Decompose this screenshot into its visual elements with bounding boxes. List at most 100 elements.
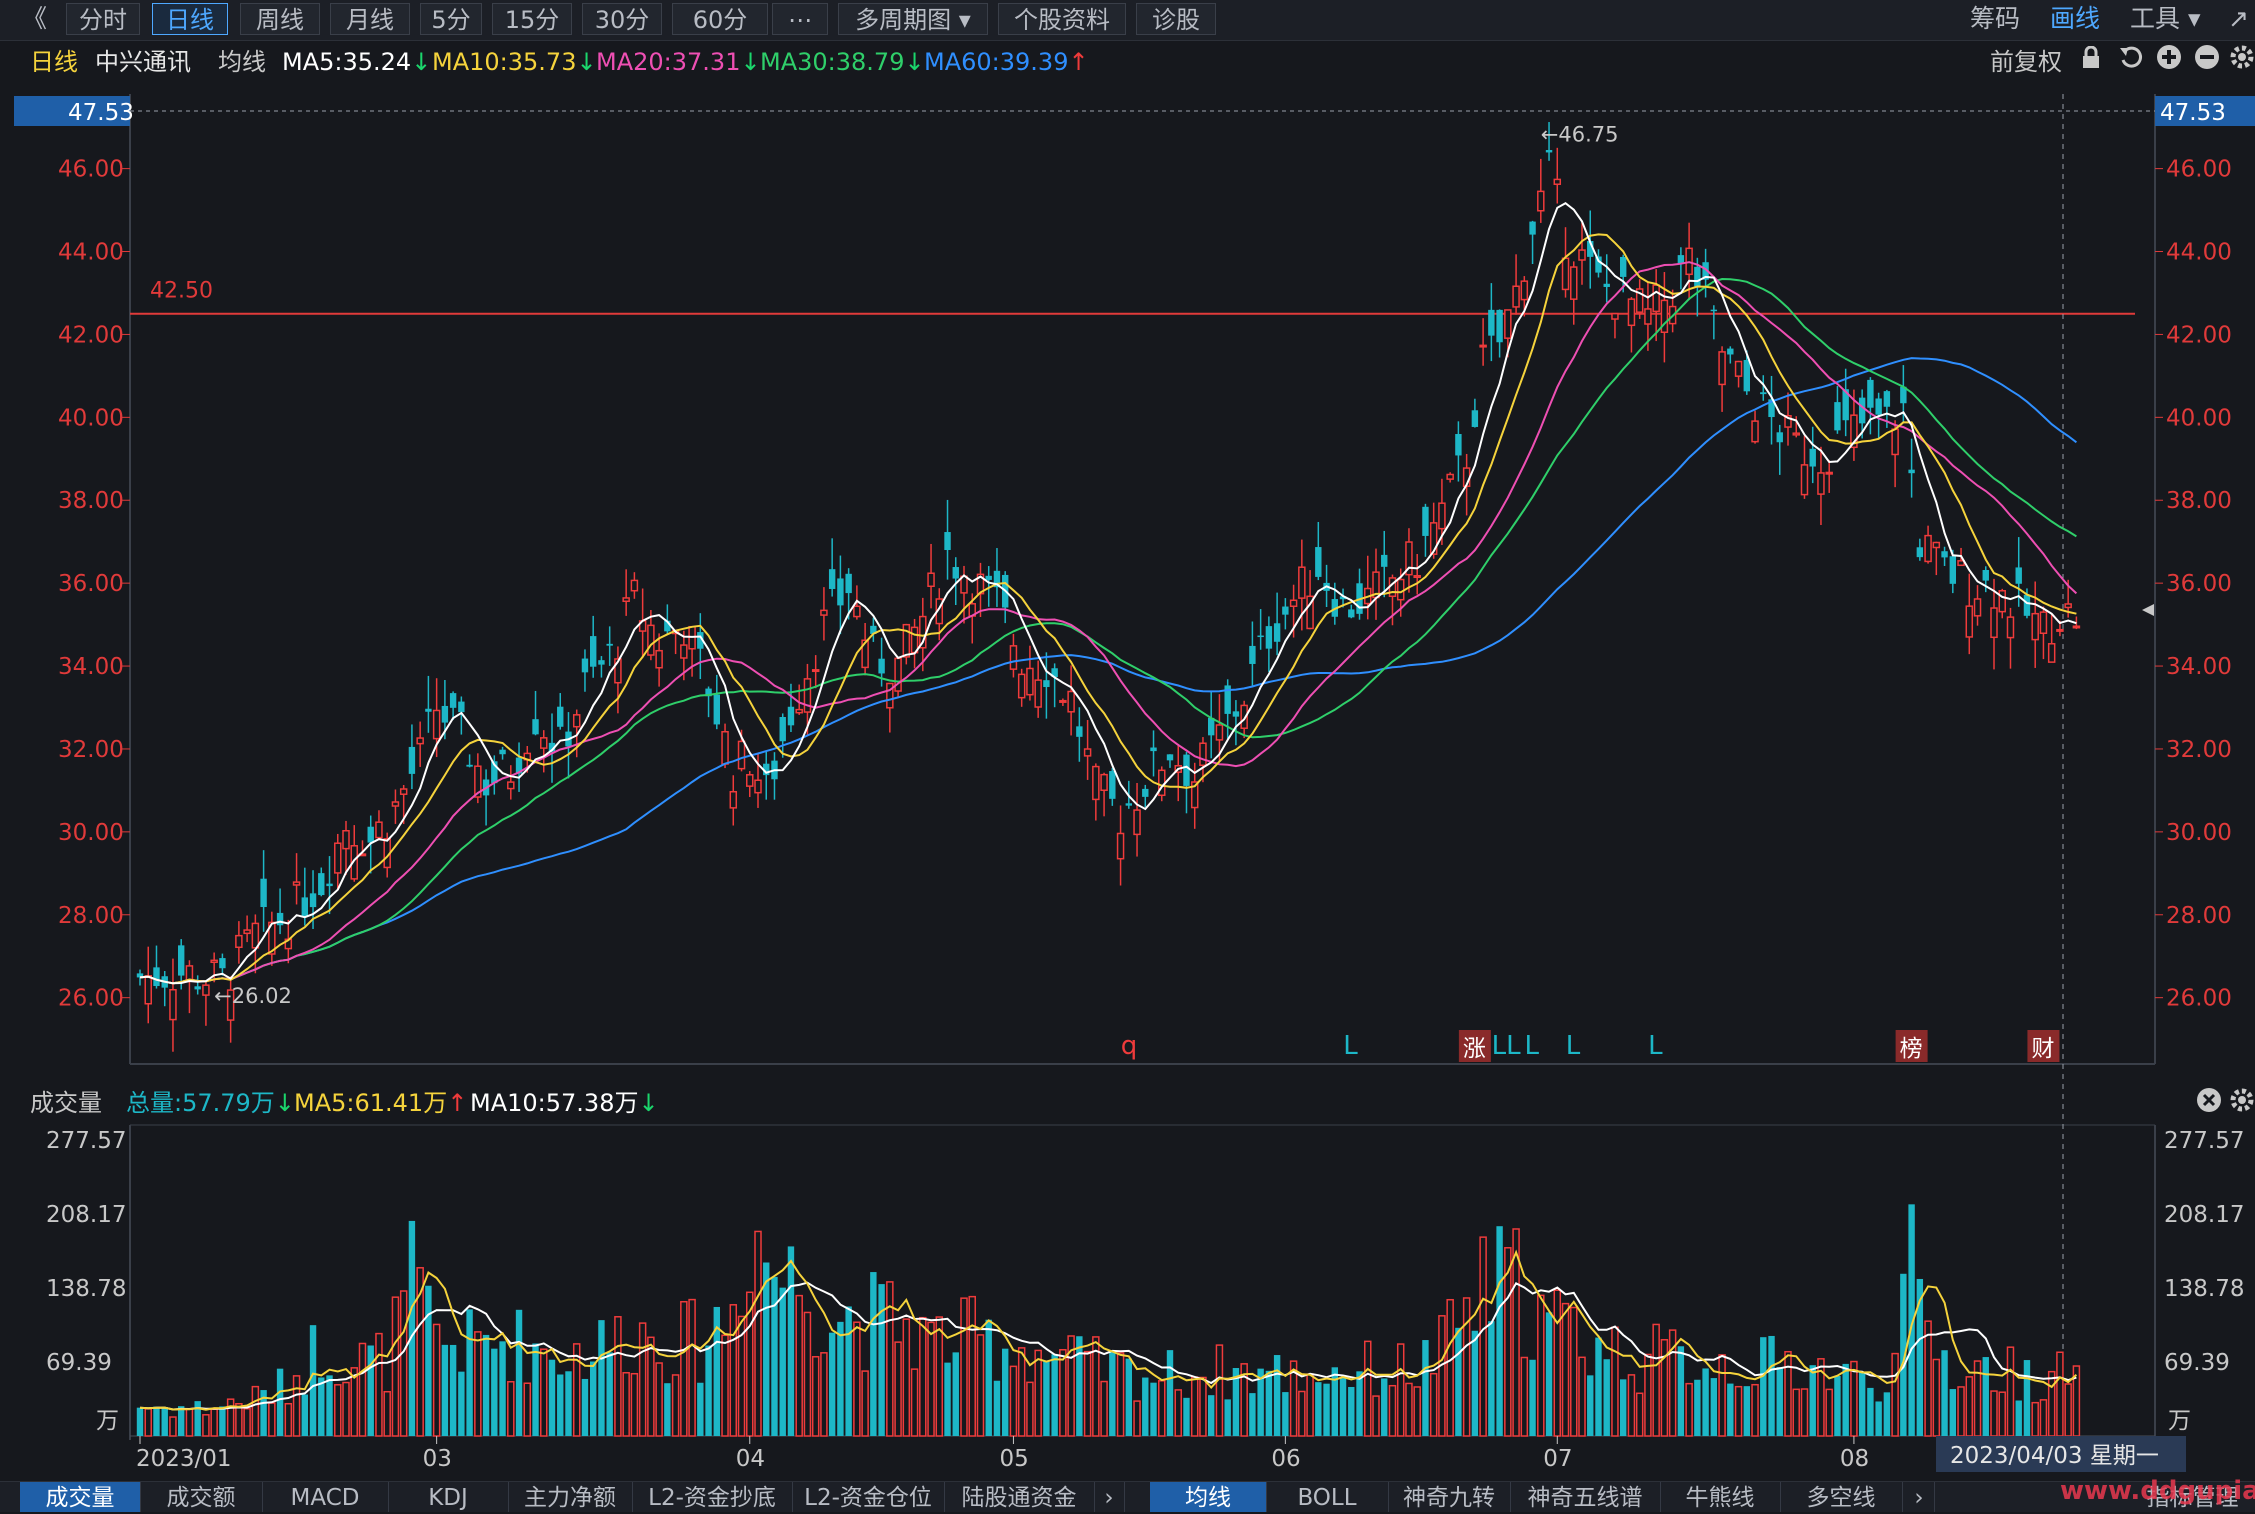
adjust-mode-button[interactable]: 前复权 (1990, 48, 2062, 76)
indicator-manage-button[interactable]: 指标管理 (2146, 1485, 2239, 1511)
volume-bar-135 (1249, 1393, 1256, 1436)
candle-body-54 (581, 658, 589, 673)
candle-body-119 (1116, 832, 1125, 860)
volume-bar-168 (1520, 1356, 1529, 1437)
candle-body-156 (1422, 506, 1429, 536)
tabs2-scroll-right-icon[interactable]: › (1904, 1482, 1935, 1512)
tab-macd[interactable]: MACD (262, 1482, 389, 1512)
popout-icon[interactable]: ↗ (2228, 4, 2249, 33)
tab-turnover[interactable]: 成交额 (140, 1482, 263, 1512)
chip-button[interactable]: 筹码 (1970, 4, 2021, 33)
draw-line-button[interactable]: 画线 (2050, 4, 2101, 33)
candle-body-79 (787, 706, 795, 726)
volume-bar-171 (1545, 1312, 1553, 1436)
candle-body-169 (1529, 221, 1536, 235)
price-label-right-3: 40.00 (2166, 405, 2232, 431)
volume-bar-221 (1957, 1386, 1965, 1437)
tab-main-net[interactable]: 主力净额 (508, 1482, 633, 1512)
price-label-left-8: 30.00 (58, 820, 124, 846)
back-button[interactable]: 《 (22, 4, 48, 33)
tab-60min[interactable]: 60分 (672, 3, 768, 35)
zoom-out-icon[interactable] (2194, 42, 2220, 82)
volume-bar-211 (1875, 1401, 1882, 1436)
candle-body-39 (458, 701, 465, 713)
volume-bar-144 (1323, 1383, 1330, 1436)
tab-l2-position[interactable]: L2-资金仓位 (792, 1482, 945, 1512)
lock-icon[interactable] (2080, 42, 2102, 82)
volume-bar-111 (1051, 1354, 1058, 1436)
volume-bar-137 (1265, 1370, 1273, 1436)
volume-bar-231 (2039, 1399, 2048, 1437)
tab-long-short[interactable]: 多空线 (1780, 1482, 1903, 1512)
tab-l2-bottom[interactable]: L2-资金抄底 (632, 1482, 793, 1512)
tab-ma[interactable]: 均线 (1150, 1482, 1267, 1512)
volume-bar-11 (226, 1398, 235, 1437)
candle-body-90 (878, 658, 885, 674)
top-price-tag-left (14, 96, 130, 126)
marker-box-7 (1895, 1030, 1928, 1062)
volume-bar-201 (1792, 1388, 1800, 1437)
volume-bar-175 (1578, 1356, 1586, 1437)
volume-bar-13 (243, 1407, 251, 1437)
candle-body-146 (1339, 596, 1347, 600)
candle-body-214 (1900, 386, 1907, 404)
candle-body-53 (572, 714, 581, 728)
candle-body-82 (811, 669, 820, 673)
more-periods-button[interactable]: ⋯ (772, 3, 828, 35)
stock-name: 中兴通讯 (95, 48, 191, 76)
settings-gear-icon[interactable] (2230, 42, 2254, 82)
tools-dropdown[interactable]: 工具 ▾ (2130, 4, 2201, 33)
tabs-scroll-right-icon[interactable]: › (1094, 1482, 1125, 1512)
tab-monthly[interactable]: 月线 (330, 3, 410, 35)
volume-bar-199 (1776, 1367, 1783, 1436)
candle-body-190 (1702, 262, 1709, 280)
volume-bar-189 (1694, 1379, 1701, 1436)
volume-settings-gear-icon[interactable] (2230, 1087, 2254, 1123)
multi-period-dropdown[interactable]: 多周期图 ▾ (838, 3, 988, 35)
top-price-tag-right (2155, 96, 2255, 126)
volume-bar-151 (1381, 1378, 1388, 1436)
volume-bar-213 (1891, 1352, 1899, 1437)
zoom-in-icon[interactable] (2156, 42, 2182, 82)
volume-bar-42 (482, 1334, 490, 1436)
tab-daily[interactable]: 日线 (152, 3, 228, 35)
tab-weekly[interactable]: 周线 (240, 3, 320, 35)
tab-30min[interactable]: 30分 (582, 3, 662, 35)
watermark: www.ddgupiao.com (2060, 1476, 2255, 1506)
close-pane-icon[interactable] (2196, 1087, 2222, 1123)
volume-ma10: MA10:57.38万↓ (470, 1089, 659, 1117)
tab-15min[interactable]: 15分 (492, 3, 572, 35)
volume-bar-157 (1429, 1372, 1438, 1437)
candle-body-132 (1224, 685, 1231, 714)
price-label-left-3: 40.00 (58, 405, 124, 431)
volume-bar-116 (1092, 1336, 1100, 1437)
tab-five-lines[interactable]: 神奇五线谱 (1510, 1482, 1661, 1512)
price-axis-left: 46.00 44.00 42.00 40.00 38.00 36.00 34.00 32.00… (58, 157, 130, 1012)
candle-body-199 (1776, 432, 1783, 443)
volume-bar-143 (1315, 1382, 1322, 1436)
candle-body-167 (1512, 285, 1520, 308)
tab-intraday[interactable]: 分时 (66, 3, 140, 35)
tab-volume[interactable]: 成交量 (20, 1482, 141, 1512)
diagnose-button[interactable]: 诊股 (1136, 3, 1216, 35)
tab-kdj[interactable]: KDJ (388, 1482, 509, 1512)
volume-bar-173 (1561, 1302, 1570, 1437)
volume-bar-92 (894, 1341, 902, 1437)
candlestick-chart[interactable]: 47.53 47.53 42.50 46.00 44.00 42.00 40.00 38… (0, 0, 2255, 1481)
candle-body-21 (309, 893, 317, 908)
tab-northbound[interactable]: 陆股通资金 (944, 1482, 1095, 1512)
tab-td9[interactable]: 神奇九转 (1388, 1482, 1511, 1512)
tab-5min[interactable]: 5分 (420, 3, 482, 35)
volume-bar-36 (432, 1323, 441, 1437)
top-toolbar: 《 分时 日线 周线 月线 5分 15分 30分 60分 ⋯ 多周期图 ▾ 个股… (0, 0, 2255, 41)
tab-bull-bear[interactable]: 牛熊线 (1660, 1482, 1781, 1512)
stock-profile-button[interactable]: 个股资料 (998, 3, 1126, 35)
crosshair-date: 2023/04/03 星期一 (1950, 1443, 2159, 1469)
candle-body-153 (1396, 578, 1405, 601)
undo-icon[interactable] (2118, 42, 2144, 82)
current-price-pointer-icon (2142, 604, 2154, 616)
candle-body-123 (1150, 747, 1157, 752)
volume-bar-233 (2056, 1351, 2064, 1437)
candle-body-75 (754, 779, 762, 794)
tab-boll[interactable]: BOLL (1266, 1482, 1389, 1512)
